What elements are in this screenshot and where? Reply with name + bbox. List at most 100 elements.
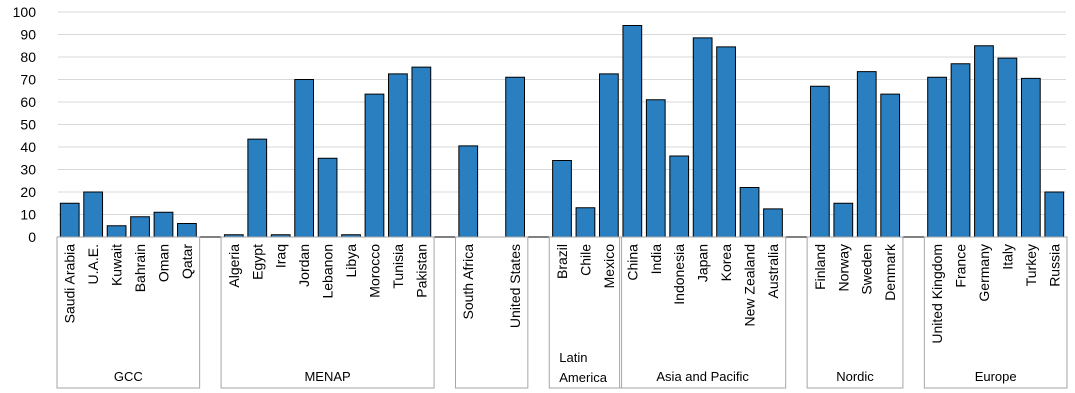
x-tick-label: U.A.E.	[85, 244, 101, 284]
y-axis-ticks: 0 10 20 30 40 50 60 70 80 90 100	[13, 4, 37, 245]
x-tick-label: United Kingdom	[929, 244, 945, 344]
bar	[669, 155, 690, 238]
y-tick-label: 60	[20, 94, 36, 110]
group-label: Asia and Pacific	[656, 369, 749, 384]
bar	[294, 79, 315, 238]
bar	[763, 208, 783, 238]
bar	[411, 66, 432, 238]
x-tick-label: Qatar	[179, 244, 195, 279]
x-tick-label: Tunisia	[390, 244, 406, 289]
bar	[739, 187, 760, 238]
bar	[505, 76, 525, 238]
bar	[317, 157, 338, 238]
x-tick-label: Algeria	[226, 244, 242, 288]
x-tick-label: Chile	[577, 244, 593, 276]
bar	[1044, 191, 1065, 238]
x-tick-label: Korea	[718, 244, 734, 282]
x-tick-label: Mexico	[601, 244, 617, 289]
group-box	[220, 236, 435, 389]
x-tick-label: Turkey	[1023, 244, 1039, 286]
group-label: Nordic	[836, 369, 874, 384]
bar	[83, 191, 104, 238]
bar	[645, 99, 666, 238]
x-tick-label: Egypt	[249, 244, 265, 280]
bar	[974, 45, 994, 238]
x-tick-label: India	[648, 244, 664, 275]
group-label: Latin	[559, 350, 587, 365]
x-tick-label: Italy	[999, 244, 1015, 270]
y-tick-label: 70	[20, 72, 36, 88]
group-box	[455, 236, 529, 389]
bar	[716, 46, 736, 238]
x-tick-label: Libya	[343, 244, 359, 278]
x-tick-label: Kuwait	[109, 244, 125, 286]
bar	[950, 63, 971, 238]
bar	[59, 202, 80, 238]
x-tick-label: South Africa	[460, 244, 476, 320]
group-label: MENAP	[304, 369, 350, 384]
group-label: Europe	[975, 369, 1017, 384]
x-tick-label: Iraq	[273, 244, 289, 268]
x-tick-label: France	[953, 244, 969, 288]
group-label: GCC	[114, 369, 143, 384]
x-tick-label: Brazil	[554, 244, 570, 279]
x-tick-label: United States	[507, 244, 523, 328]
x-tick-label: Pakistan	[413, 244, 429, 298]
bars	[59, 25, 1065, 238]
x-tick-label: Norway	[835, 244, 851, 291]
bar	[880, 93, 901, 238]
x-tick-label: Saudi Arabia	[62, 244, 78, 324]
group-box	[548, 236, 623, 389]
bar	[856, 71, 877, 238]
bar	[833, 202, 854, 238]
bar	[997, 57, 1018, 238]
group-box	[923, 236, 1068, 389]
x-tick-label: Denmark	[882, 243, 898, 301]
y-tick-label: 40	[20, 139, 36, 155]
group-label-line-2: America	[559, 370, 607, 385]
bar	[130, 216, 150, 238]
group-box	[619, 236, 787, 389]
x-tick-label: Morocco	[366, 244, 382, 298]
x-tick-label: Japan	[695, 244, 711, 282]
y-tick-label: 20	[20, 184, 36, 200]
y-tick-label: 50	[20, 117, 36, 133]
x-tick-label: Lebanon	[320, 244, 336, 299]
x-tick-label: Sweden	[859, 244, 875, 295]
category-groups: GCC MENAP Latin America Asia and Pacific Nord…	[56, 236, 1068, 389]
x-tick-label: Jordan	[296, 244, 312, 287]
group-box	[56, 236, 201, 389]
x-tick-labels: Saudi Arabia U.A.E. Kuwait Bahrain Oman Qatar…	[62, 243, 1063, 344]
bar	[575, 207, 596, 238]
bar	[153, 211, 174, 238]
bar	[622, 25, 643, 238]
group-box	[806, 236, 904, 389]
y-tick-label: 10	[20, 207, 36, 223]
x-tick-label: Bahrain	[132, 244, 148, 292]
bar	[458, 145, 479, 238]
bar	[364, 93, 385, 238]
bar	[552, 160, 572, 238]
y-tick-label: 30	[20, 162, 36, 178]
bar	[809, 85, 830, 238]
y-tick-label: 90	[20, 27, 36, 43]
x-tick-label: Indonesia	[671, 244, 687, 305]
y-tick-label: 80	[20, 49, 36, 65]
bar	[927, 76, 947, 238]
x-tick-label: New Zealand	[742, 244, 758, 327]
bar	[388, 73, 408, 238]
bar	[1020, 77, 1041, 238]
grid-lines	[58, 11, 1066, 215]
bar	[247, 138, 268, 238]
x-tick-label: Oman	[155, 244, 171, 282]
bar	[692, 37, 713, 238]
bar	[599, 73, 619, 238]
bar	[177, 223, 197, 238]
x-tick-label: Australia	[765, 244, 781, 299]
y-tick-label: 100	[13, 4, 37, 20]
x-tick-label: Russia	[1046, 244, 1062, 287]
x-tick-label: Germany	[976, 244, 992, 302]
x-tick-label: China	[624, 244, 640, 281]
bar	[106, 225, 127, 238]
